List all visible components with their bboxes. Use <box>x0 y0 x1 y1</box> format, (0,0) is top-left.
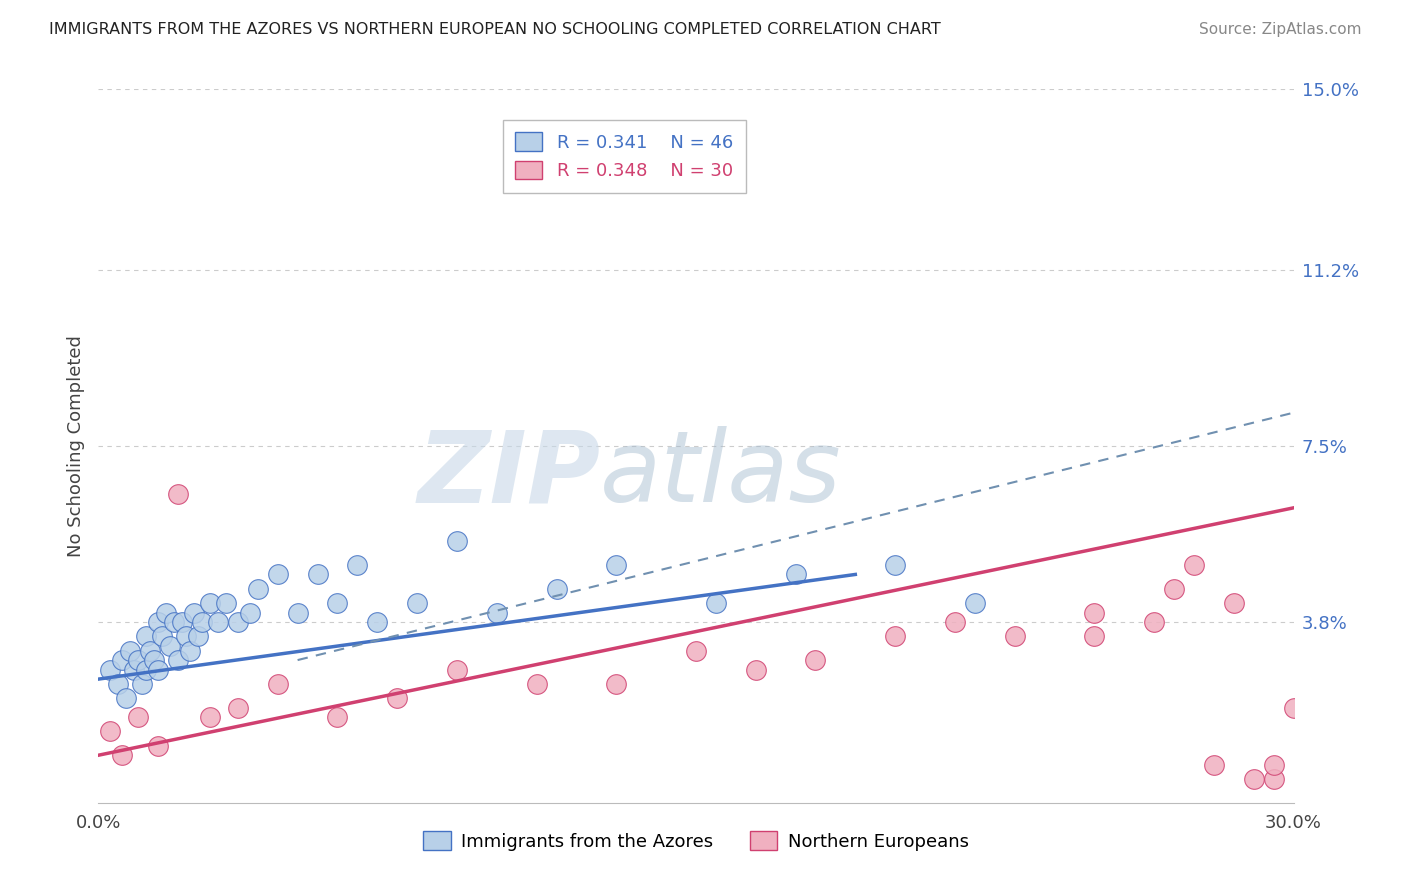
Y-axis label: No Schooling Completed: No Schooling Completed <box>66 335 84 557</box>
Point <box>326 596 349 610</box>
Point <box>107 677 129 691</box>
Point <box>446 663 468 677</box>
Point <box>1202 757 1225 772</box>
Point <box>346 558 368 572</box>
Point <box>1263 772 1285 786</box>
Point <box>884 558 907 572</box>
Point <box>127 710 149 724</box>
Point <box>148 739 170 753</box>
Point <box>366 615 388 629</box>
Point <box>198 710 221 724</box>
Point <box>148 615 170 629</box>
Point <box>1263 757 1285 772</box>
Point <box>179 643 201 657</box>
Point <box>111 653 134 667</box>
Point <box>1143 615 1166 629</box>
Point <box>605 558 627 572</box>
Text: ZIP: ZIP <box>418 426 600 523</box>
Point <box>884 629 907 643</box>
Point <box>1083 606 1105 620</box>
Point <box>150 629 173 643</box>
Text: atlas: atlas <box>600 426 842 523</box>
Point <box>148 663 170 677</box>
Text: IMMIGRANTS FROM THE AZORES VS NORTHERN EUROPEAN NO SCHOOLING COMPLETED CORRELATI: IMMIGRANTS FROM THE AZORES VS NORTHERN E… <box>49 22 941 37</box>
Point <box>1163 582 1185 596</box>
Point <box>1182 558 1205 572</box>
Point <box>207 615 229 629</box>
Point <box>605 677 627 691</box>
Point <box>326 710 349 724</box>
Point <box>215 596 238 610</box>
Point <box>804 653 827 667</box>
Point <box>1223 596 1246 610</box>
Point <box>187 629 209 643</box>
Point <box>120 643 142 657</box>
Point <box>785 567 807 582</box>
Point <box>685 643 707 657</box>
Point <box>159 639 181 653</box>
Point <box>1083 629 1105 643</box>
Legend: Immigrants from the Azores, Northern Europeans: Immigrants from the Azores, Northern Eur… <box>416 824 976 858</box>
Point <box>139 643 162 657</box>
Point <box>124 663 146 677</box>
Point <box>174 629 197 643</box>
Point <box>1282 700 1305 714</box>
Point <box>98 663 122 677</box>
Point <box>135 629 157 643</box>
Point <box>246 582 269 596</box>
Point <box>172 615 194 629</box>
Point <box>526 677 548 691</box>
Point <box>115 691 138 706</box>
Point <box>385 691 409 706</box>
Point <box>191 615 214 629</box>
Point <box>131 677 153 691</box>
Point <box>406 596 429 610</box>
Text: Source: ZipAtlas.com: Source: ZipAtlas.com <box>1198 22 1361 37</box>
Point <box>167 653 190 667</box>
Point <box>446 534 468 549</box>
Point <box>307 567 329 582</box>
Point <box>198 596 221 610</box>
Point <box>485 606 508 620</box>
Point <box>745 663 768 677</box>
Point <box>163 615 186 629</box>
Point <box>267 677 290 691</box>
Point <box>226 615 249 629</box>
Point <box>127 653 149 667</box>
Point <box>135 663 157 677</box>
Point <box>155 606 177 620</box>
Point <box>239 606 262 620</box>
Point <box>546 582 568 596</box>
Point <box>98 724 122 739</box>
Point <box>111 748 134 763</box>
Point <box>943 615 966 629</box>
Point <box>143 653 166 667</box>
Point <box>183 606 205 620</box>
Point <box>1243 772 1265 786</box>
Point <box>704 596 727 610</box>
Point <box>287 606 309 620</box>
Point <box>1004 629 1026 643</box>
Point <box>267 567 290 582</box>
Point <box>167 486 190 500</box>
Point <box>963 596 986 610</box>
Point <box>226 700 249 714</box>
